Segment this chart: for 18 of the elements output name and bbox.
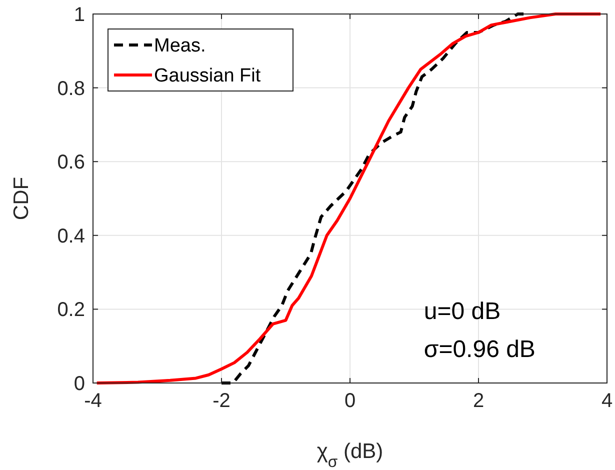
annotation: σ=0.96 dB	[424, 336, 536, 364]
x-tick-label: 2	[472, 390, 484, 412]
y-tick-label: 1	[74, 4, 85, 26]
legend-label: Gaussian Fit	[154, 66, 262, 87]
legend-label: Meas.	[154, 36, 206, 57]
x-tick-label: 4	[601, 390, 613, 412]
annotation: u=0 dB	[424, 298, 501, 326]
x-axis-title: χ$_{σ}$ (dB)	[316, 440, 384, 470]
line-series	[95, 12, 602, 384]
y-tick-label: 0.6	[57, 152, 85, 174]
x-tick-label: 0	[344, 390, 356, 412]
y-tick-label: 0.8	[57, 78, 85, 100]
y-tick-label: 0	[74, 373, 85, 395]
y-tick-label: 0.4	[57, 225, 85, 248]
x-tick-label: -2	[212, 390, 230, 412]
x-tick-label: -4	[84, 390, 102, 412]
y-tick-label: 0.2	[57, 299, 85, 322]
y-axis-title: CDF	[10, 176, 33, 220]
